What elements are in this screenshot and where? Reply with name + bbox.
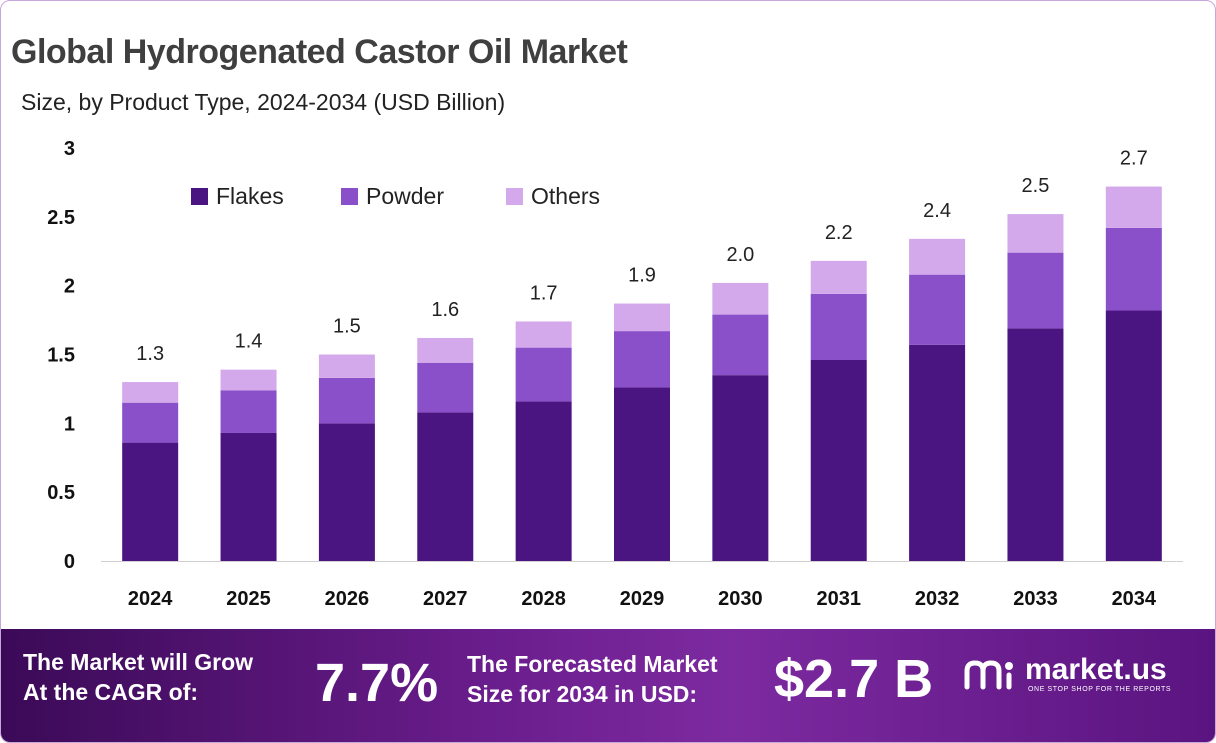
bar-total-label: 1.5 xyxy=(333,316,361,338)
bar-others-2026 xyxy=(318,354,375,378)
bar-powder-2024 xyxy=(122,402,179,443)
stacked-bar-chart: 0 0.5 1 1.5 2 2.5 3 1.3 2024 1.4 2025 1.5 2026 1.6 202… xyxy=(47,138,1183,610)
bar-flakes-2027 xyxy=(417,412,474,561)
bar-powder-2025 xyxy=(220,390,277,433)
legend-swatch-others xyxy=(506,188,523,205)
bar-others-2032 xyxy=(909,238,966,275)
bar-flakes-2028 xyxy=(515,401,572,561)
y-tick-label: 1 xyxy=(64,413,75,435)
y-tick-label: 0 xyxy=(64,551,75,573)
bar-flakes-2031 xyxy=(810,360,867,561)
bar-total-label: 2.2 xyxy=(825,222,853,244)
x-tick-label: 2027 xyxy=(423,588,468,610)
bar-others-2033 xyxy=(1007,214,1064,253)
legend-swatch-powder xyxy=(341,188,358,205)
bar-powder-2030 xyxy=(712,314,769,376)
bar-others-2027 xyxy=(417,337,474,363)
bar-others-2030 xyxy=(712,282,769,315)
bar-powder-2029 xyxy=(614,331,670,388)
x-tick-label: 2024 xyxy=(128,588,173,610)
bar-total-label: 1.3 xyxy=(136,343,164,365)
bar-flakes-2032 xyxy=(909,344,966,561)
legend-label-flakes: Flakes xyxy=(216,183,284,209)
bar-powder-2026 xyxy=(318,377,375,424)
bar-flakes-2025 xyxy=(220,432,277,561)
bar-others-2024 xyxy=(122,382,179,403)
bar-powder-2031 xyxy=(810,293,867,361)
legend-swatch-flakes xyxy=(191,188,208,205)
bar-total-label: 1.4 xyxy=(235,331,263,353)
x-tick-label: 2032 xyxy=(915,588,960,610)
bar-others-2031 xyxy=(810,260,867,294)
bar-total-label: 2.7 xyxy=(1120,148,1148,170)
x-tick-label: 2026 xyxy=(325,588,370,610)
bar-others-2028 xyxy=(515,321,572,348)
cagr-label: The Market will Grow At the CAGR of: xyxy=(23,647,253,707)
bar-total-label: 2.0 xyxy=(726,244,754,266)
brand-tagline: ONE STOP SHOP FOR THE REPORTS xyxy=(1028,686,1172,693)
bar-others-2034 xyxy=(1105,186,1162,228)
bar-powder-2027 xyxy=(417,362,474,413)
bar-powder-2028 xyxy=(515,347,572,402)
bar-flakes-2024 xyxy=(122,442,179,561)
bar-total-label: 2.4 xyxy=(923,200,951,222)
x-tick-label: 2025 xyxy=(226,588,271,610)
x-tick-label: 2031 xyxy=(816,588,861,610)
bar-flakes-2033 xyxy=(1007,328,1064,561)
bar-total-label: 1.7 xyxy=(530,282,558,304)
x-tick-label: 2028 xyxy=(521,588,566,610)
bar-flakes-2034 xyxy=(1105,310,1162,561)
bar-flakes-2030 xyxy=(712,375,769,561)
y-tick-label: 1.5 xyxy=(47,345,75,367)
bar-powder-2033 xyxy=(1007,252,1064,329)
bar-total-label: 2.5 xyxy=(1022,175,1050,197)
x-tick-label: 2030 xyxy=(718,588,763,610)
forecast-label-line2: Size for 2034 in USD: xyxy=(467,681,698,707)
y-tick-label: 0.5 xyxy=(47,482,75,504)
cagr-label-line2: At the CAGR of: xyxy=(23,679,199,705)
bar-flakes-2026 xyxy=(318,423,375,561)
forecast-label: The Forecasted Market Size for 2034 in U… xyxy=(467,649,718,709)
bar-total-label: 1.6 xyxy=(431,299,459,321)
bar-others-2029 xyxy=(614,303,670,332)
forecast-label-line1: The Forecasted Market xyxy=(467,651,718,677)
bar-others-2025 xyxy=(220,369,277,391)
y-tick-label: 2 xyxy=(64,276,75,298)
forecast-value: $2.7 B xyxy=(774,649,934,709)
chart-subtitle: Size, by Product Type, 2024-2034 (USD Bi… xyxy=(21,89,506,115)
cagr-value: 7.7% xyxy=(315,653,439,713)
chart-title: Global Hydrogenated Castor Oil Market xyxy=(11,33,628,71)
bar-flakes-2029 xyxy=(614,387,670,561)
bar-powder-2034 xyxy=(1105,227,1162,311)
x-tick-label: 2034 xyxy=(1112,588,1157,610)
y-tick-label: 2.5 xyxy=(47,207,75,229)
market-us-logo-icon xyxy=(964,660,1013,690)
bar-powder-2032 xyxy=(909,274,966,345)
brand-name: market.us xyxy=(1025,653,1167,686)
legend-label-powder: Powder xyxy=(366,183,444,209)
bar-total-label: 1.9 xyxy=(628,265,656,287)
legend-label-others: Others xyxy=(531,183,600,209)
footer-banner xyxy=(1,629,1215,742)
y-tick-label: 3 xyxy=(64,138,75,160)
x-tick-label: 2029 xyxy=(620,588,665,610)
x-tick-label: 2033 xyxy=(1013,588,1058,610)
cagr-label-line1: The Market will Grow xyxy=(23,649,254,675)
